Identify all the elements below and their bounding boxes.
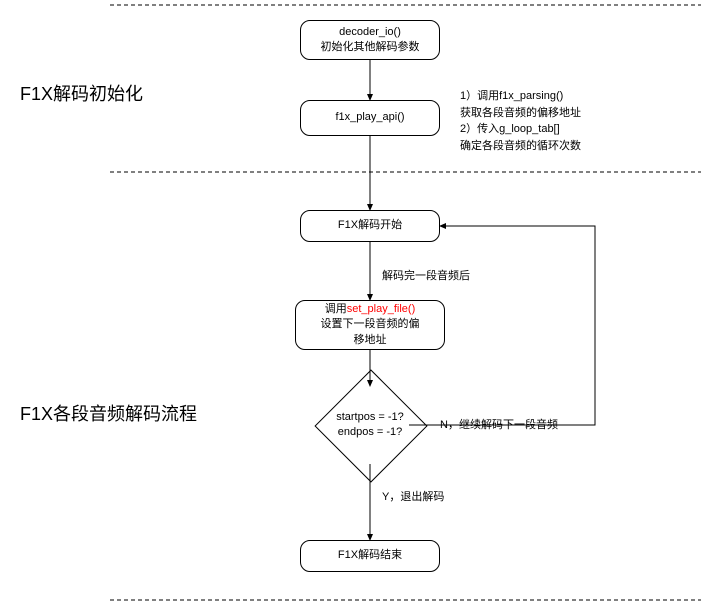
api-description-text: 1）调用f1x_parsing()获取各段音频的偏移地址2）传入g_loop_t… <box>460 88 581 154</box>
node-decode-start: F1X解码开始 <box>300 210 440 242</box>
edge-label-yes: Y，退出解码 <box>382 488 444 504</box>
edge-label-no: N，继续解码下一段音频 <box>440 416 558 432</box>
section-label-decode: F1X各段音频解码流程 <box>20 400 197 426</box>
node-decoder-io: decoder_io()初始化其他解码参数 <box>300 20 440 60</box>
section-label-init: F1X解码初始化 <box>20 80 143 106</box>
node-startpos-endpos-check: startpos = -1?endpos = -1? <box>310 409 430 441</box>
node-f1x-play-api: f1x_play_api() <box>300 100 440 136</box>
edge-label-after-segment: 解码完一段音频后 <box>382 267 470 283</box>
node-decode-end: F1X解码结束 <box>300 540 440 572</box>
node-set-play-file: 调用set_play_file()设置下一段音频的偏移地址 <box>295 300 445 350</box>
